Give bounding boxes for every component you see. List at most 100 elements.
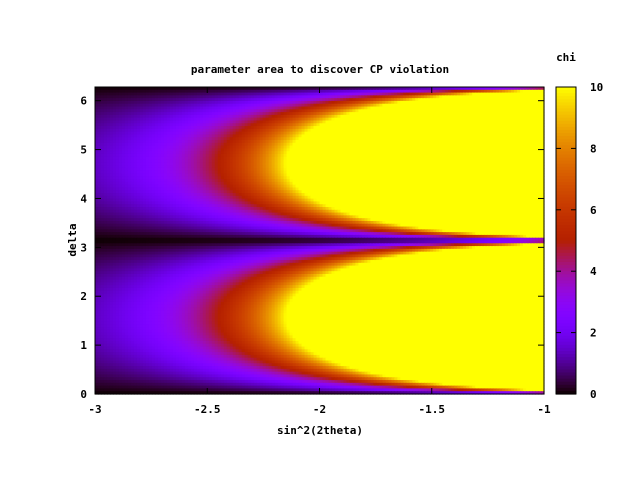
heatmap-cell <box>331 162 336 166</box>
heatmap-cell <box>166 176 171 180</box>
heatmap-cell <box>403 145 407 149</box>
heatmap-cell <box>394 170 398 175</box>
heatmap-cell <box>514 167 518 172</box>
heatmap-cell <box>484 145 488 149</box>
heatmap-cell <box>454 92 458 96</box>
heatmap-cell <box>403 106 407 110</box>
heatmap-cell <box>502 106 506 110</box>
heatmap-cell <box>127 167 132 172</box>
heatmap-cell <box>535 128 539 133</box>
heatmap-cell <box>520 151 524 155</box>
heatmap-cell <box>337 170 342 175</box>
heatmap-cell <box>274 167 279 172</box>
heatmap-cell <box>403 156 407 161</box>
heatmap-cell <box>274 142 279 147</box>
heatmap-cell <box>178 95 183 99</box>
heatmap-cell <box>307 162 312 166</box>
heatmap-cell <box>208 167 213 172</box>
heatmap-cell <box>457 92 461 96</box>
heatmap-cell <box>247 156 252 161</box>
heatmap-cell <box>490 145 494 149</box>
heatmap-cell <box>310 134 315 138</box>
heatmap-cell <box>394 114 398 119</box>
heatmap-cell <box>433 109 437 113</box>
heatmap-cell <box>385 170 389 175</box>
heatmap-cell <box>289 170 294 175</box>
heatmap-cell <box>238 151 243 155</box>
heatmap-cell <box>448 126 452 130</box>
heatmap-cell <box>391 92 395 96</box>
heatmap-cell <box>127 128 132 133</box>
heatmap-cell <box>388 103 392 108</box>
heatmap-cell <box>256 117 261 122</box>
heatmap-cell <box>475 120 479 124</box>
heatmap-cell <box>520 145 524 149</box>
heatmap-cell <box>115 87 120 91</box>
heatmap-cell <box>430 145 434 149</box>
heatmap-cell <box>217 128 222 133</box>
heatmap-cell <box>436 117 440 122</box>
heatmap-cell <box>310 109 315 113</box>
heatmap-cell <box>208 112 213 116</box>
heatmap-cell <box>328 151 333 155</box>
heatmap-cell <box>154 156 159 161</box>
heatmap-cell <box>187 134 192 138</box>
heatmap-cell <box>460 159 464 163</box>
heatmap-cell <box>322 89 327 94</box>
heatmap-cell <box>418 148 422 152</box>
heatmap-cell <box>172 148 177 152</box>
heatmap-cell <box>238 112 243 116</box>
heatmap-cell <box>487 98 491 102</box>
heatmap-cell <box>262 126 267 130</box>
heatmap-cell <box>316 98 321 102</box>
heatmap-cell <box>283 165 288 169</box>
heatmap-cell <box>121 165 126 169</box>
heatmap-cell <box>445 92 449 96</box>
heatmap-cell <box>289 156 294 161</box>
heatmap-cell <box>361 95 365 99</box>
heatmap-cell <box>442 103 446 108</box>
heatmap-cell <box>136 140 141 144</box>
heatmap-cell <box>394 159 398 163</box>
heatmap-cell <box>400 148 404 152</box>
heatmap-cell <box>508 103 512 108</box>
heatmap-cell <box>172 106 177 110</box>
heatmap-cell <box>95 151 99 155</box>
heatmap-cell <box>469 176 473 180</box>
heatmap-cell <box>118 176 123 180</box>
heatmap-cell <box>409 151 413 155</box>
heatmap-cell <box>535 170 539 175</box>
heatmap-cell <box>475 95 479 99</box>
heatmap-cell <box>244 120 249 124</box>
heatmap-cell <box>100 137 105 141</box>
heatmap-cell <box>160 173 165 177</box>
heatmap-cell <box>448 112 452 116</box>
heatmap-cell <box>334 156 339 161</box>
heatmap-cell <box>250 117 255 122</box>
heatmap-cell <box>340 103 345 108</box>
heatmap-cell <box>466 148 470 152</box>
heatmap-cell <box>277 123 282 127</box>
heatmap-cell <box>169 145 174 149</box>
heatmap-cell <box>451 159 455 163</box>
heatmap-cell <box>184 112 189 116</box>
heatmap-cell <box>274 106 279 110</box>
heatmap-cell <box>535 142 539 147</box>
heatmap-cell <box>496 131 500 136</box>
heatmap-cell <box>292 131 297 136</box>
heatmap-cell <box>262 120 267 124</box>
heatmap-cell <box>538 134 542 138</box>
heatmap-cell <box>244 140 249 144</box>
heatmap-cell <box>421 173 425 177</box>
heatmap-cell <box>226 123 231 127</box>
heatmap-cell <box>109 92 114 96</box>
heatmap-cell <box>112 159 117 163</box>
heatmap-cell <box>475 106 479 110</box>
heatmap-cell <box>379 114 383 119</box>
heatmap-cell <box>301 148 306 152</box>
heatmap-cell <box>172 167 177 172</box>
heatmap-cell <box>517 148 521 152</box>
heatmap-cell <box>532 148 536 152</box>
heatmap-cell <box>466 131 470 136</box>
heatmap-cell <box>292 151 297 155</box>
